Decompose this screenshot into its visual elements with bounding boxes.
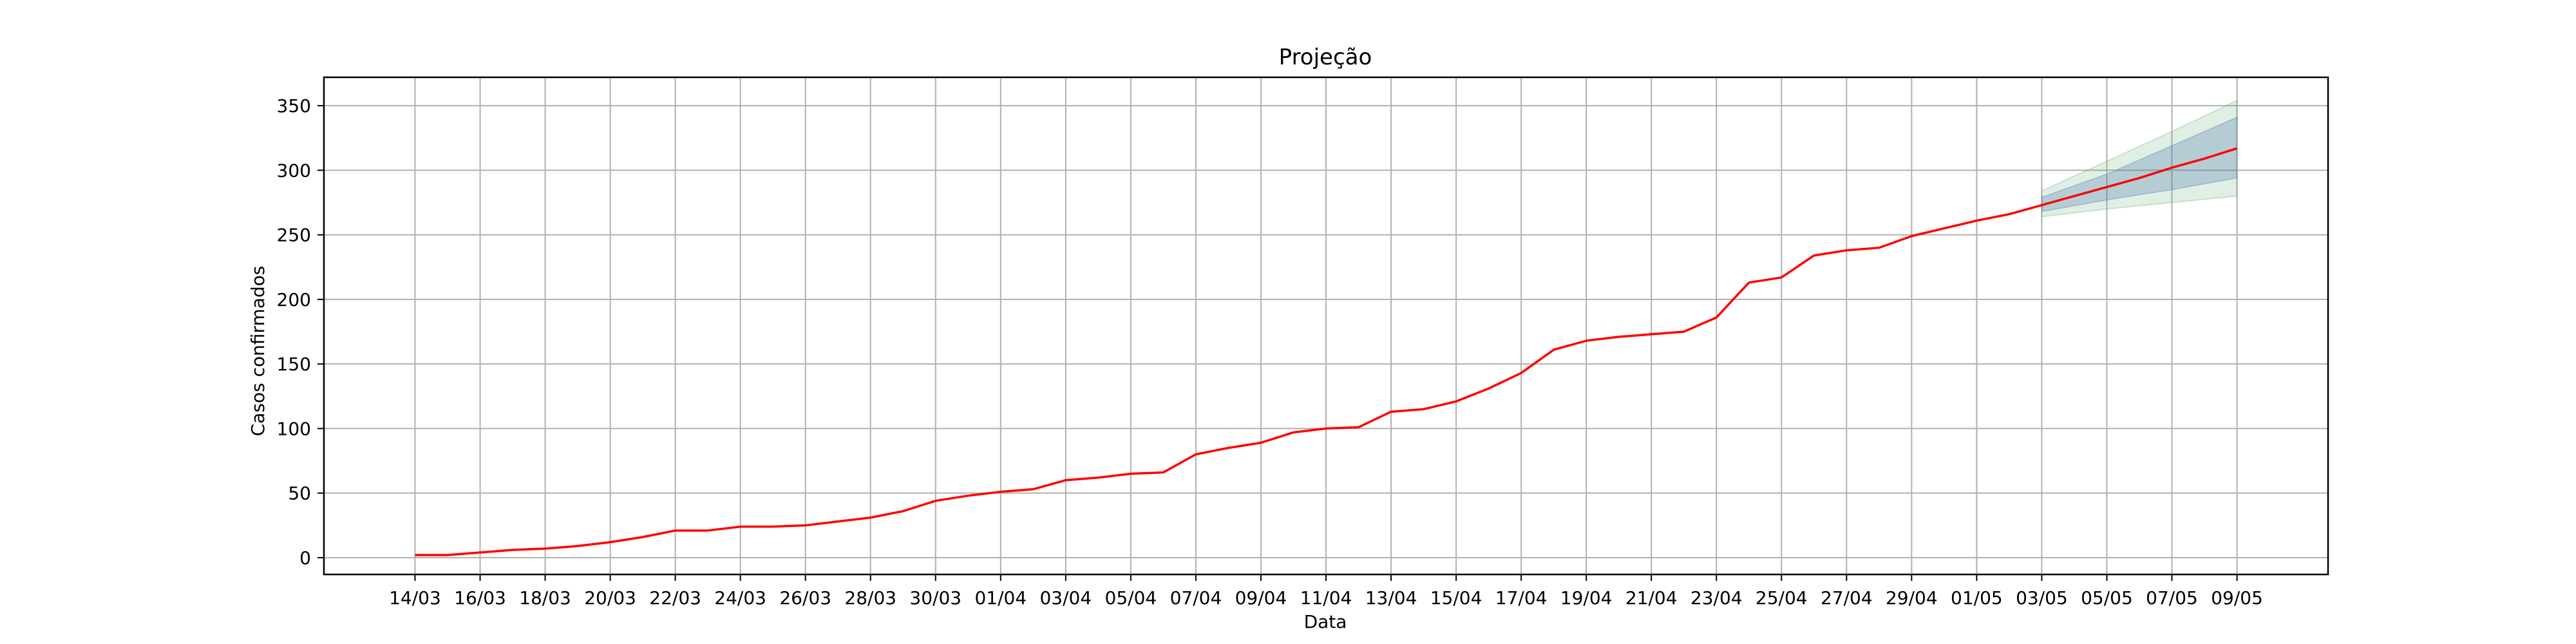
x-tick-label: 20/03 (584, 587, 636, 609)
confidence-bands (2041, 99, 2238, 218)
x-tick-label: 28/03 (844, 587, 896, 609)
x-tick-label: 25/04 (1756, 587, 1808, 609)
x-tick-label: 13/04 (1365, 587, 1417, 609)
confirmed-cases-line (415, 147, 2238, 556)
x-axis-label: Data (1304, 611, 1347, 632)
x-tick-label: 24/03 (714, 587, 766, 609)
x-tick-label: 23/04 (1690, 587, 1743, 609)
x-tick-label: 15/04 (1430, 587, 1482, 609)
x-tick-label: 16/03 (454, 587, 506, 609)
x-tick-label: 05/05 (2081, 587, 2133, 609)
chart-title: Projeção (1279, 44, 1372, 70)
x-tick-label: 18/03 (519, 587, 571, 609)
y-axis-ticks: 0 50 100 150 200 250 300 350 (277, 95, 324, 569)
x-tick-label: 03/04 (1039, 587, 1092, 609)
x-tick-label: 07/05 (2146, 587, 2198, 609)
x-tick-label: 05/04 (1105, 587, 1157, 609)
x-tick-label: 07/04 (1170, 587, 1222, 609)
y-tick-label: 100 (277, 418, 311, 439)
x-tick-label: 30/03 (909, 587, 961, 609)
inner-confidence-band (2041, 117, 2238, 213)
x-tick-label: 29/04 (1886, 587, 1938, 609)
x-tick-label: 21/04 (1625, 587, 1678, 609)
grid-lines (324, 77, 2328, 574)
y-axis-label: Casos confirmados (247, 266, 269, 437)
y-tick-label: 0 (299, 547, 311, 569)
series-lines (415, 147, 2238, 556)
y-tick-label: 300 (277, 160, 311, 181)
x-tick-label: 14/03 (389, 587, 441, 609)
x-tick-label: 19/04 (1560, 587, 1613, 609)
y-tick-label: 350 (277, 95, 311, 117)
x-tick-label: 03/05 (2016, 587, 2068, 609)
x-tick-label: 22/03 (649, 587, 701, 609)
x-tick-label: 01/04 (974, 587, 1027, 609)
x-tick-label: 17/04 (1495, 587, 1548, 609)
x-tick-label: 11/04 (1300, 587, 1352, 609)
x-tick-label: 26/03 (779, 587, 831, 609)
y-tick-label: 200 (277, 289, 311, 310)
x-tick-label: 01/05 (1951, 587, 2003, 609)
y-tick-label: 250 (277, 225, 311, 246)
x-axis-ticks: 14/03 16/03 18/03 20/03 22/03 24/03 26/03 28/03… (389, 574, 2263, 609)
outer-confidence-band (2041, 99, 2238, 218)
x-tick-label: 09/04 (1235, 587, 1287, 609)
x-tick-label: 27/04 (1821, 587, 1873, 609)
y-tick-label: 150 (277, 354, 311, 375)
y-tick-label: 50 (288, 483, 311, 504)
x-tick-label: 09/05 (2211, 587, 2263, 609)
